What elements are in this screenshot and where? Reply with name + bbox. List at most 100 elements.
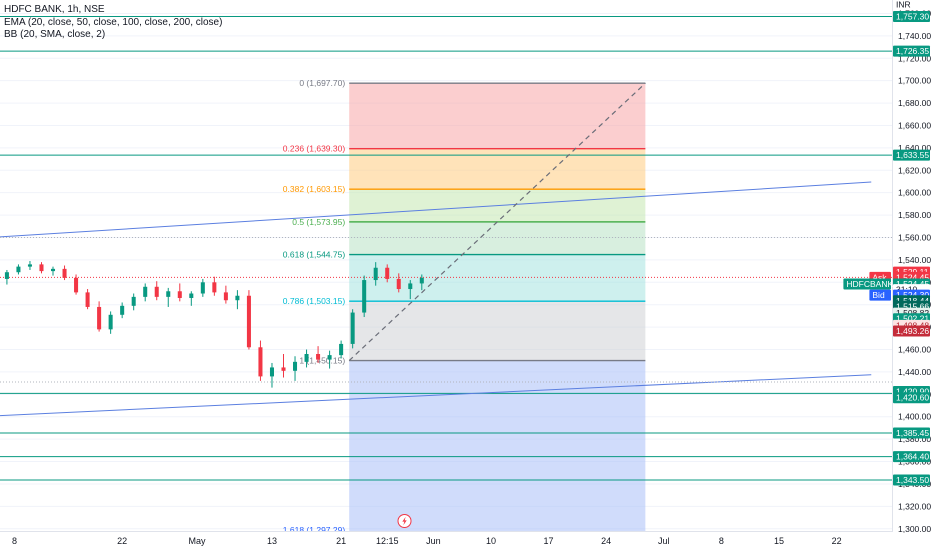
x-tick-label: Jun [426, 536, 441, 546]
bb-label: BB (20, SMA, close, 2) [4, 29, 106, 40]
candle[interactable] [246, 295, 251, 348]
y-tick-label: 1,540.00 [898, 255, 931, 265]
candle[interactable] [316, 354, 321, 360]
ema-legend[interactable]: EMA (20, close, 50, close, 100, close, 2… [4, 17, 222, 29]
candle[interactable] [85, 292, 90, 307]
candle[interactable] [327, 355, 332, 360]
x-tick-label: 15 [774, 536, 784, 546]
candle[interactable] [396, 278, 401, 290]
x-tick-label: 21 [336, 536, 346, 546]
y-tick-label: 1,720.00 [898, 53, 931, 63]
candle[interactable] [120, 305, 125, 315]
fib-zone [349, 83, 646, 149]
x-tick-label: 8 [719, 536, 724, 546]
y-tick-label: 1,560.00 [898, 232, 931, 242]
price-badge-label: 1,385.45 [896, 428, 929, 438]
trendline[interactable] [0, 181, 872, 238]
candle[interactable] [212, 282, 217, 293]
candle[interactable] [39, 264, 44, 272]
candle[interactable] [16, 266, 21, 273]
x-tick-label: 22 [117, 536, 127, 546]
time-axis[interactable] [0, 531, 893, 550]
price-badge-label: 1,633.55 [896, 150, 929, 160]
fib-trend-line[interactable] [348, 82, 646, 361]
fib-level-label: 0.382 (1,603.15) [283, 184, 346, 194]
x-tick-label: 22 [832, 536, 842, 546]
price-badge-label: 1,726.35 [896, 46, 929, 56]
x-tick-label: 24 [601, 536, 611, 546]
candle[interactable] [131, 296, 136, 306]
candle[interactable] [362, 280, 367, 313]
price-badge [893, 392, 930, 404]
candle[interactable] [166, 291, 171, 297]
candle[interactable] [269, 367, 274, 377]
price-badge [893, 474, 930, 486]
candle[interactable] [4, 272, 9, 279]
candle[interactable] [235, 295, 240, 301]
price-badge-label: 1,508.82 [896, 308, 929, 318]
y-tick-label: 1,460.00 [898, 345, 931, 355]
fib-level-label: 0 (1,697.70) [299, 78, 345, 88]
candle[interactable] [419, 277, 424, 284]
price-badge [893, 451, 930, 463]
fib-zone [349, 254, 646, 302]
price-badge-label: 1,524.45 [896, 279, 929, 289]
candle[interactable] [27, 264, 32, 267]
y-tick-label: 1,620.00 [898, 165, 931, 175]
x-tick-label: 17 [544, 536, 554, 546]
price-badge-label: 1,343.50 [896, 475, 929, 485]
candle[interactable] [339, 343, 344, 356]
candle[interactable] [200, 282, 205, 294]
y-tick-label: 1,680.00 [898, 98, 931, 108]
x-tick-label: Jul [658, 536, 670, 546]
x-tick-label: 12:15 [376, 536, 399, 546]
fib-level-label: 1.618 (1,297.29) [283, 525, 346, 535]
y-tick-label: 1,320.00 [898, 501, 931, 511]
candle[interactable] [373, 267, 378, 281]
candle[interactable] [223, 292, 228, 301]
fib-level-label: 0.5 (1,573.95) [292, 217, 345, 227]
side-tag-label: HDFCBANK [846, 279, 893, 289]
side-tag-label: Ask [872, 272, 887, 282]
price-badge-label: 31:10 [896, 285, 918, 295]
candle[interactable] [385, 267, 390, 279]
y-tick-label: 1,300.00 [898, 524, 931, 534]
price-badge-label: 1,757.30 [896, 11, 929, 21]
candle[interactable] [281, 367, 286, 371]
y-tick-label: 1,580.00 [898, 210, 931, 220]
candle[interactable] [177, 291, 182, 298]
y-tick-label: 1,740.00 [898, 31, 931, 41]
side-tag-label: Bid [872, 290, 885, 300]
candle[interactable] [74, 277, 79, 293]
candle[interactable] [143, 286, 148, 297]
candle[interactable] [154, 286, 159, 297]
candle[interactable] [408, 283, 413, 290]
candle[interactable] [108, 314, 113, 330]
candle[interactable] [293, 361, 298, 371]
price-badge-label: 1,502.21 [896, 314, 929, 324]
fib-zone [349, 301, 646, 361]
candle[interactable] [189, 293, 194, 298]
price-badge [893, 427, 930, 439]
candle[interactable] [258, 347, 263, 377]
fib-zone [349, 221, 646, 255]
x-tick-label: 13 [267, 536, 277, 546]
price-badge-label: 1,498.48 [896, 320, 929, 330]
price-badge-label: 1,524.30 [896, 290, 929, 300]
candle[interactable] [350, 312, 355, 344]
side-tag[interactable] [869, 289, 891, 301]
price-badge-label: 1,364.40 [896, 452, 929, 462]
bb-legend[interactable]: BB (20, SMA, close, 2) [4, 29, 105, 41]
side-tag[interactable] [843, 278, 891, 290]
price-badge-label: INR [896, 0, 911, 9]
candle[interactable] [97, 306, 102, 330]
candle[interactable] [304, 354, 309, 362]
symbol-legend[interactable]: HDFC BANK, 1h, NSE [4, 4, 105, 16]
fib-level-label: 1 (1,450.15) [299, 356, 345, 366]
y-tick-label: 1,700.00 [898, 76, 931, 86]
x-tick-label: 10 [486, 536, 496, 546]
candle[interactable] [62, 268, 67, 278]
candle[interactable] [50, 268, 56, 272]
